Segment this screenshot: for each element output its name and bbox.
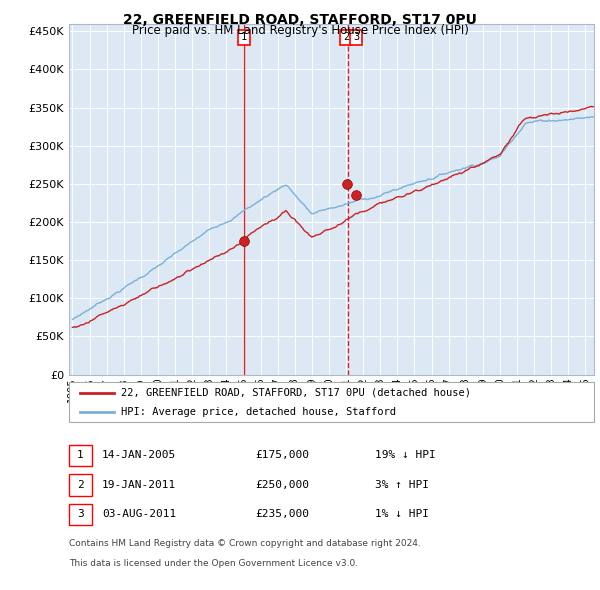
Text: Contains HM Land Registry data © Crown copyright and database right 2024.: Contains HM Land Registry data © Crown c… xyxy=(69,539,421,548)
Text: 3% ↑ HPI: 3% ↑ HPI xyxy=(375,480,429,490)
Text: 19% ↓ HPI: 19% ↓ HPI xyxy=(375,451,436,460)
Text: £235,000: £235,000 xyxy=(255,510,309,519)
Text: 1: 1 xyxy=(241,32,247,42)
Text: 1% ↓ HPI: 1% ↓ HPI xyxy=(375,510,429,519)
Text: HPI: Average price, detached house, Stafford: HPI: Average price, detached house, Staf… xyxy=(121,407,396,417)
Text: 03-AUG-2011: 03-AUG-2011 xyxy=(102,510,176,519)
Text: 3: 3 xyxy=(353,32,359,42)
Text: 2: 2 xyxy=(343,32,349,42)
Text: £175,000: £175,000 xyxy=(255,451,309,460)
Text: 22, GREENFIELD ROAD, STAFFORD, ST17 0PU (detached house): 22, GREENFIELD ROAD, STAFFORD, ST17 0PU … xyxy=(121,388,471,398)
Text: 3: 3 xyxy=(77,510,84,519)
Text: 1: 1 xyxy=(77,451,84,460)
Text: 22, GREENFIELD ROAD, STAFFORD, ST17 0PU: 22, GREENFIELD ROAD, STAFFORD, ST17 0PU xyxy=(123,13,477,27)
Text: This data is licensed under the Open Government Licence v3.0.: This data is licensed under the Open Gov… xyxy=(69,559,358,568)
Text: 2: 2 xyxy=(77,480,84,490)
Text: 14-JAN-2005: 14-JAN-2005 xyxy=(102,451,176,460)
Text: Price paid vs. HM Land Registry's House Price Index (HPI): Price paid vs. HM Land Registry's House … xyxy=(131,24,469,37)
Text: 19-JAN-2011: 19-JAN-2011 xyxy=(102,480,176,490)
Text: £250,000: £250,000 xyxy=(255,480,309,490)
